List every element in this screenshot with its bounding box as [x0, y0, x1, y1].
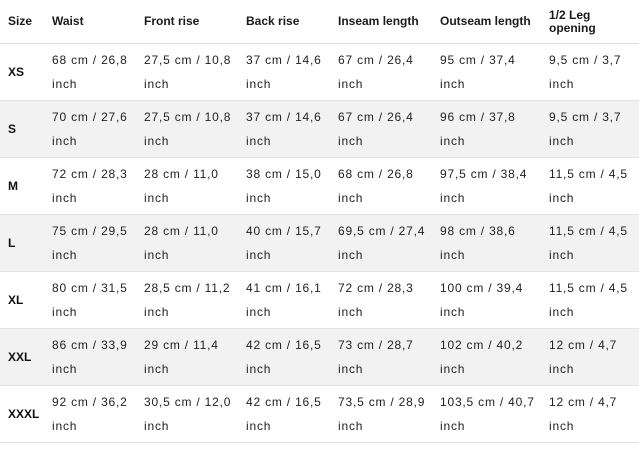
inseam-cell: 73 cm / 28,7 inch — [330, 328, 432, 386]
front-rise-cell: 27,5 cm / 10,8 inch — [136, 43, 238, 101]
leg-opening-cell: 11,5 cm / 4,5 inch — [541, 271, 639, 329]
back-rise-cell: 37 cm / 14,6 inch — [238, 100, 330, 158]
inseam-cell: 68 cm / 26,8 inch — [330, 157, 432, 215]
back-rise-cell: 42 cm / 16,5 inch — [238, 385, 330, 443]
table-row: XXL 86 cm / 33,9 inch 29 cm / 11,4 inch … — [0, 328, 639, 386]
outseam-cell: 100 cm / 39,4 inch — [432, 271, 541, 329]
front-rise-cell: 30,5 cm / 12,0 inch — [136, 385, 238, 443]
leg-opening-cell: 11,5 cm / 4,5 inch — [541, 214, 639, 272]
waist-cell: 92 cm / 36,2 inch — [44, 385, 136, 443]
header-leg-opening: 1/2 Leg opening — [541, 0, 639, 44]
back-rise-cell: 42 cm / 16,5 inch — [238, 328, 330, 386]
header-front-rise: Front rise — [136, 0, 238, 44]
inseam-cell: 67 cm / 26,4 inch — [330, 100, 432, 158]
size-cell: L — [0, 214, 44, 272]
outseam-cell: 95 cm / 37,4 inch — [432, 43, 541, 101]
outseam-cell: 98 cm / 38,6 inch — [432, 214, 541, 272]
front-rise-cell: 29 cm / 11,4 inch — [136, 328, 238, 386]
leg-opening-cell: 12 cm / 4,7 inch — [541, 385, 639, 443]
size-cell: XXXL — [0, 385, 44, 443]
table-row: XXXL 92 cm / 36,2 inch 30,5 cm / 12,0 in… — [0, 385, 639, 443]
leg-opening-cell: 11,5 cm / 4,5 inch — [541, 157, 639, 215]
front-rise-cell: 28,5 cm / 11,2 inch — [136, 271, 238, 329]
waist-cell: 72 cm / 28,3 inch — [44, 157, 136, 215]
inseam-cell: 69,5 cm / 27,4 inch — [330, 214, 432, 272]
header-waist: Waist — [44, 0, 136, 44]
front-rise-cell: 28 cm / 11,0 inch — [136, 214, 238, 272]
waist-cell: 80 cm / 31,5 inch — [44, 271, 136, 329]
header-outseam-length: Outseam length — [432, 0, 541, 44]
front-rise-cell: 28 cm / 11,0 inch — [136, 157, 238, 215]
table-header: Size Waist Front rise Back rise Inseam l… — [0, 0, 639, 44]
size-cell: XL — [0, 271, 44, 329]
size-cell: M — [0, 157, 44, 215]
table-row: L 75 cm / 29,5 inch 28 cm / 11,0 inch 40… — [0, 214, 639, 272]
front-rise-cell: 27,5 cm / 10,8 inch — [136, 100, 238, 158]
size-cell: XXL — [0, 328, 44, 386]
header-back-rise: Back rise — [238, 0, 330, 44]
header-inseam-length: Inseam length — [330, 0, 432, 44]
waist-cell: 86 cm / 33,9 inch — [44, 328, 136, 386]
outseam-cell: 102 cm / 40,2 inch — [432, 328, 541, 386]
waist-cell: 75 cm / 29,5 inch — [44, 214, 136, 272]
size-cell: XS — [0, 43, 44, 101]
back-rise-cell: 37 cm / 14,6 inch — [238, 43, 330, 101]
leg-opening-cell: 12 cm / 4,7 inch — [541, 328, 639, 386]
waist-cell: 70 cm / 27,6 inch — [44, 100, 136, 158]
table-row: M 72 cm / 28,3 inch 28 cm / 11,0 inch 38… — [0, 157, 639, 215]
outseam-cell: 97,5 cm / 38,4 inch — [432, 157, 541, 215]
table-row: XS 68 cm / 26,8 inch 27,5 cm / 10,8 inch… — [0, 43, 639, 101]
back-rise-cell: 40 cm / 15,7 inch — [238, 214, 330, 272]
table-row: S 70 cm / 27,6 inch 27,5 cm / 10,8 inch … — [0, 100, 639, 158]
header-row: Size Waist Front rise Back rise Inseam l… — [0, 0, 639, 44]
outseam-cell: 96 cm / 37,8 inch — [432, 100, 541, 158]
outseam-cell: 103,5 cm / 40,7 inch — [432, 385, 541, 443]
header-size: Size — [0, 0, 44, 44]
leg-opening-cell: 9,5 cm / 3,7 inch — [541, 100, 639, 158]
inseam-cell: 73,5 cm / 28,9 inch — [330, 385, 432, 443]
table-body: XS 68 cm / 26,8 inch 27,5 cm / 10,8 inch… — [0, 43, 639, 443]
back-rise-cell: 38 cm / 15,0 inch — [238, 157, 330, 215]
size-cell: S — [0, 100, 44, 158]
back-rise-cell: 41 cm / 16,1 inch — [238, 271, 330, 329]
inseam-cell: 67 cm / 26,4 inch — [330, 43, 432, 101]
waist-cell: 68 cm / 26,8 inch — [44, 43, 136, 101]
inseam-cell: 72 cm / 28,3 inch — [330, 271, 432, 329]
table-row: XL 80 cm / 31,5 inch 28,5 cm / 11,2 inch… — [0, 271, 639, 329]
leg-opening-cell: 9,5 cm / 3,7 inch — [541, 43, 639, 101]
